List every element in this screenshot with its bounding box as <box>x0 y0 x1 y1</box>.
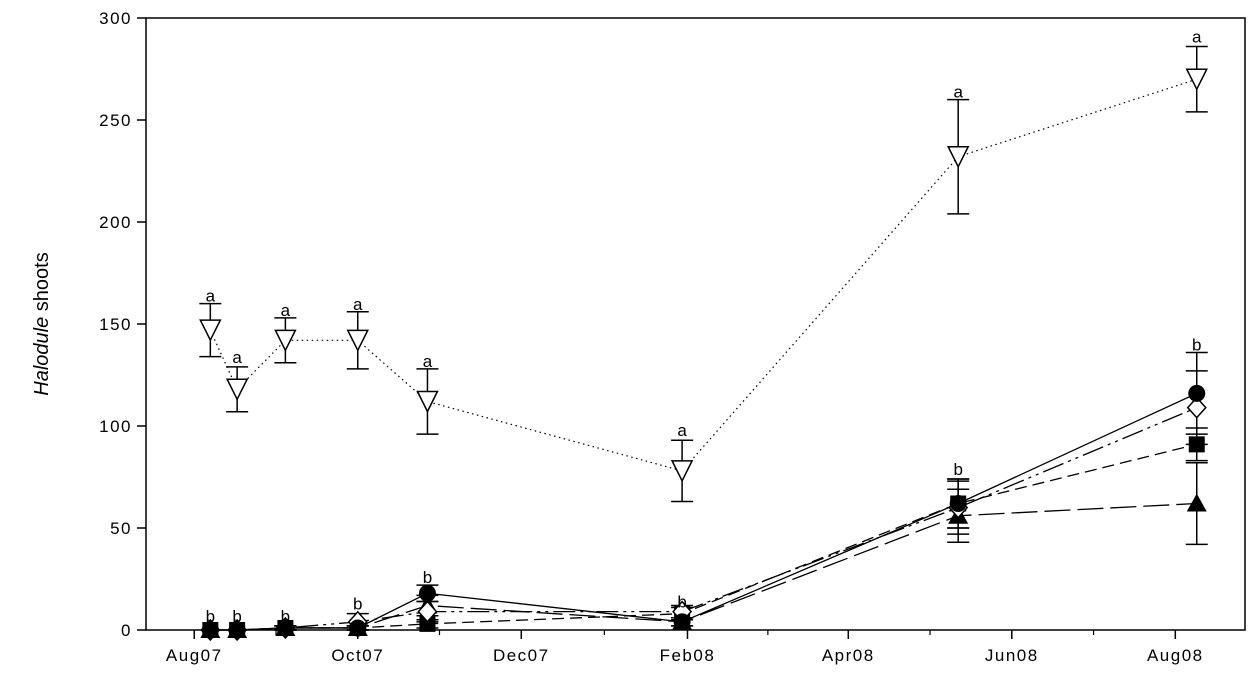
data-point <box>274 329 297 352</box>
data-point <box>1185 68 1208 91</box>
x-tick-label: Aug08 <box>1147 646 1204 665</box>
data-point <box>419 615 436 632</box>
series-layer <box>199 45 1208 642</box>
x-tick-label: Feb08 <box>660 646 716 665</box>
x-tick-label: Oct07 <box>331 646 384 665</box>
data-point <box>418 584 436 602</box>
plot-frame <box>145 17 1246 631</box>
significance-label: b <box>423 568 432 587</box>
data-point <box>1188 436 1205 453</box>
tick-layer: 0 50 100 150 200 250 300 Aug07 Oct07 Dec07 Feb08 Ap… <box>99 9 1204 665</box>
y-tick-label: 200 <box>99 213 132 232</box>
series-line <box>209 78 1197 472</box>
series-markers <box>199 68 1208 483</box>
data-point <box>201 621 219 639</box>
data-point <box>199 319 222 342</box>
series-markers <box>200 493 1207 638</box>
series-markers <box>200 396 1207 642</box>
significance-label: b <box>232 607 241 626</box>
y-tick-label: 150 <box>99 315 132 334</box>
data-point <box>225 378 249 401</box>
significance-label: b <box>353 595 362 614</box>
significance-label: b <box>953 460 962 479</box>
data-point <box>946 145 970 169</box>
series-markers <box>201 384 1206 639</box>
significance-label: a <box>206 287 216 306</box>
axes <box>145 17 1246 631</box>
y-axis-title: Halodule shoots <box>31 252 53 395</box>
y-tick-label: 300 <box>99 9 132 28</box>
data-point <box>416 390 439 414</box>
series <box>199 45 1208 503</box>
significance-label: a <box>953 83 963 102</box>
data-point <box>349 619 367 637</box>
x-tick-label: Dec07 <box>493 646 550 665</box>
y-axis-title-italic: Halodule <box>31 317 53 396</box>
y-tick-label: 0 <box>121 621 132 640</box>
y-tick-label: 100 <box>99 417 132 436</box>
significance-label: a <box>353 295 363 314</box>
y-axis-title-rest: shoots <box>31 252 53 316</box>
series <box>210 351 1208 631</box>
data-point <box>1186 493 1207 512</box>
data-point <box>673 613 691 631</box>
significance-label: a <box>281 301 291 320</box>
x-tick-label: Apr08 <box>822 646 875 665</box>
data-point <box>1188 384 1206 402</box>
data-point <box>670 460 694 483</box>
significance-label: b <box>1192 336 1201 355</box>
data-point <box>228 621 246 639</box>
data-point <box>346 329 369 352</box>
data-point <box>417 600 438 623</box>
data-point <box>1186 396 1207 419</box>
series-line <box>210 443 1197 631</box>
x-tick-label: Jun08 <box>985 646 1039 665</box>
significance-label: a <box>423 352 433 371</box>
data-point <box>276 619 294 637</box>
significance-label: b <box>677 593 686 612</box>
significance-label: b <box>206 607 215 626</box>
x-tick-label: Aug07 <box>166 646 223 665</box>
significance-label: a <box>1192 28 1202 47</box>
y-tick-label: 50 <box>110 519 132 538</box>
series <box>210 370 1208 631</box>
y-tick-label: 250 <box>99 111 132 130</box>
significance-label: a <box>232 348 242 367</box>
data-point <box>949 495 967 513</box>
significance-label: a <box>677 421 687 440</box>
significance-label: b <box>281 607 290 626</box>
